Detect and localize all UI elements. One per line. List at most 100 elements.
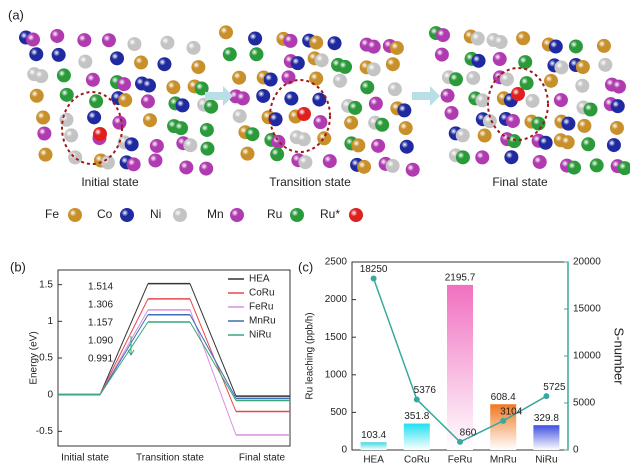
x-tick-label: FeRu [448, 455, 472, 466]
atom [314, 53, 329, 68]
atom [296, 132, 311, 147]
y-tick-label: 1.5 [39, 279, 53, 290]
atom [149, 138, 164, 153]
panel-label: (c) [298, 259, 313, 274]
bar [360, 442, 387, 450]
atom [611, 79, 626, 94]
y-tick-label: 1500 [325, 332, 348, 343]
x-tick-label: Transition state [136, 453, 204, 464]
atom [596, 38, 611, 53]
atom [126, 157, 141, 172]
atom [475, 150, 490, 165]
atom [142, 78, 157, 93]
energy-connector [189, 314, 237, 399]
atom [606, 138, 621, 153]
value-label: 103.4 [361, 430, 386, 441]
value-label: 860 [460, 428, 477, 439]
atom [29, 88, 44, 103]
atom [59, 112, 74, 127]
value-label: 0.991 [88, 354, 113, 365]
y2-axis-label: S-number [612, 327, 627, 385]
atom [232, 70, 247, 85]
legend-label: FeRu [249, 302, 273, 313]
value-label: 3104 [500, 406, 523, 417]
atom [375, 117, 390, 132]
legend-swatch [68, 208, 82, 222]
atom [157, 57, 172, 72]
atom [387, 82, 402, 97]
value-label: 351.8 [404, 411, 429, 422]
atom [248, 31, 263, 46]
atom [50, 28, 65, 43]
atom [322, 154, 337, 169]
atom [532, 154, 547, 169]
atom [440, 88, 455, 103]
atom [617, 161, 630, 176]
atom [110, 51, 125, 66]
atom [112, 115, 127, 130]
atom [477, 128, 492, 143]
value-label: 18250 [360, 264, 388, 275]
atom [405, 162, 420, 177]
y2-tick-label: 5000 [573, 398, 596, 409]
energy-connector [99, 321, 149, 395]
value-label: 1.157 [88, 318, 113, 329]
atom [466, 70, 481, 85]
atom [85, 72, 100, 87]
atom [357, 159, 372, 174]
x-tick-label: Final state [239, 453, 286, 464]
y-tick-label: 0 [47, 389, 53, 400]
atom [366, 39, 381, 54]
legend-swatch [120, 208, 134, 222]
atom [313, 115, 328, 130]
atom [175, 98, 190, 113]
energy-connector [99, 314, 149, 395]
ru-star-atom [93, 127, 107, 141]
atom [134, 55, 149, 70]
atom [499, 72, 514, 87]
atom [538, 135, 553, 150]
atom [493, 35, 508, 50]
atom [505, 113, 520, 128]
y-tick-label: 2000 [325, 294, 348, 305]
atom [235, 91, 250, 106]
energy-connector [189, 321, 237, 401]
atom [368, 96, 383, 111]
atom [64, 128, 79, 143]
atom [191, 60, 206, 75]
atom [455, 128, 470, 143]
atom [518, 55, 533, 70]
bar [533, 425, 560, 450]
atom [56, 68, 71, 83]
atom [482, 114, 497, 129]
atom [101, 33, 116, 48]
atom [507, 134, 522, 149]
atom [290, 56, 305, 71]
atom [397, 103, 412, 118]
bar [447, 284, 473, 450]
atom [360, 80, 375, 95]
value-label: 5725 [543, 382, 566, 393]
atom [117, 77, 132, 92]
atom [36, 110, 51, 125]
atom [575, 78, 590, 93]
atom [263, 72, 278, 87]
legend-label: MnRu [249, 316, 276, 327]
legend-label: HEA [249, 274, 270, 285]
atom [560, 135, 575, 150]
atom [525, 93, 540, 108]
x-tick-label: NiRu [535, 455, 557, 466]
arrow [127, 336, 135, 356]
atom [444, 105, 459, 120]
atom [118, 93, 133, 108]
atom [281, 70, 296, 85]
atom [448, 72, 463, 87]
atom [598, 57, 613, 72]
atom [589, 158, 604, 173]
value-label: 5376 [414, 385, 437, 396]
y-tick-label: 0 [341, 445, 347, 456]
atom [78, 54, 93, 69]
y-axis-label: Energy (eV) [29, 331, 40, 384]
y-tick-label: 2500 [325, 257, 348, 268]
value-label: 2195.7 [445, 273, 476, 284]
